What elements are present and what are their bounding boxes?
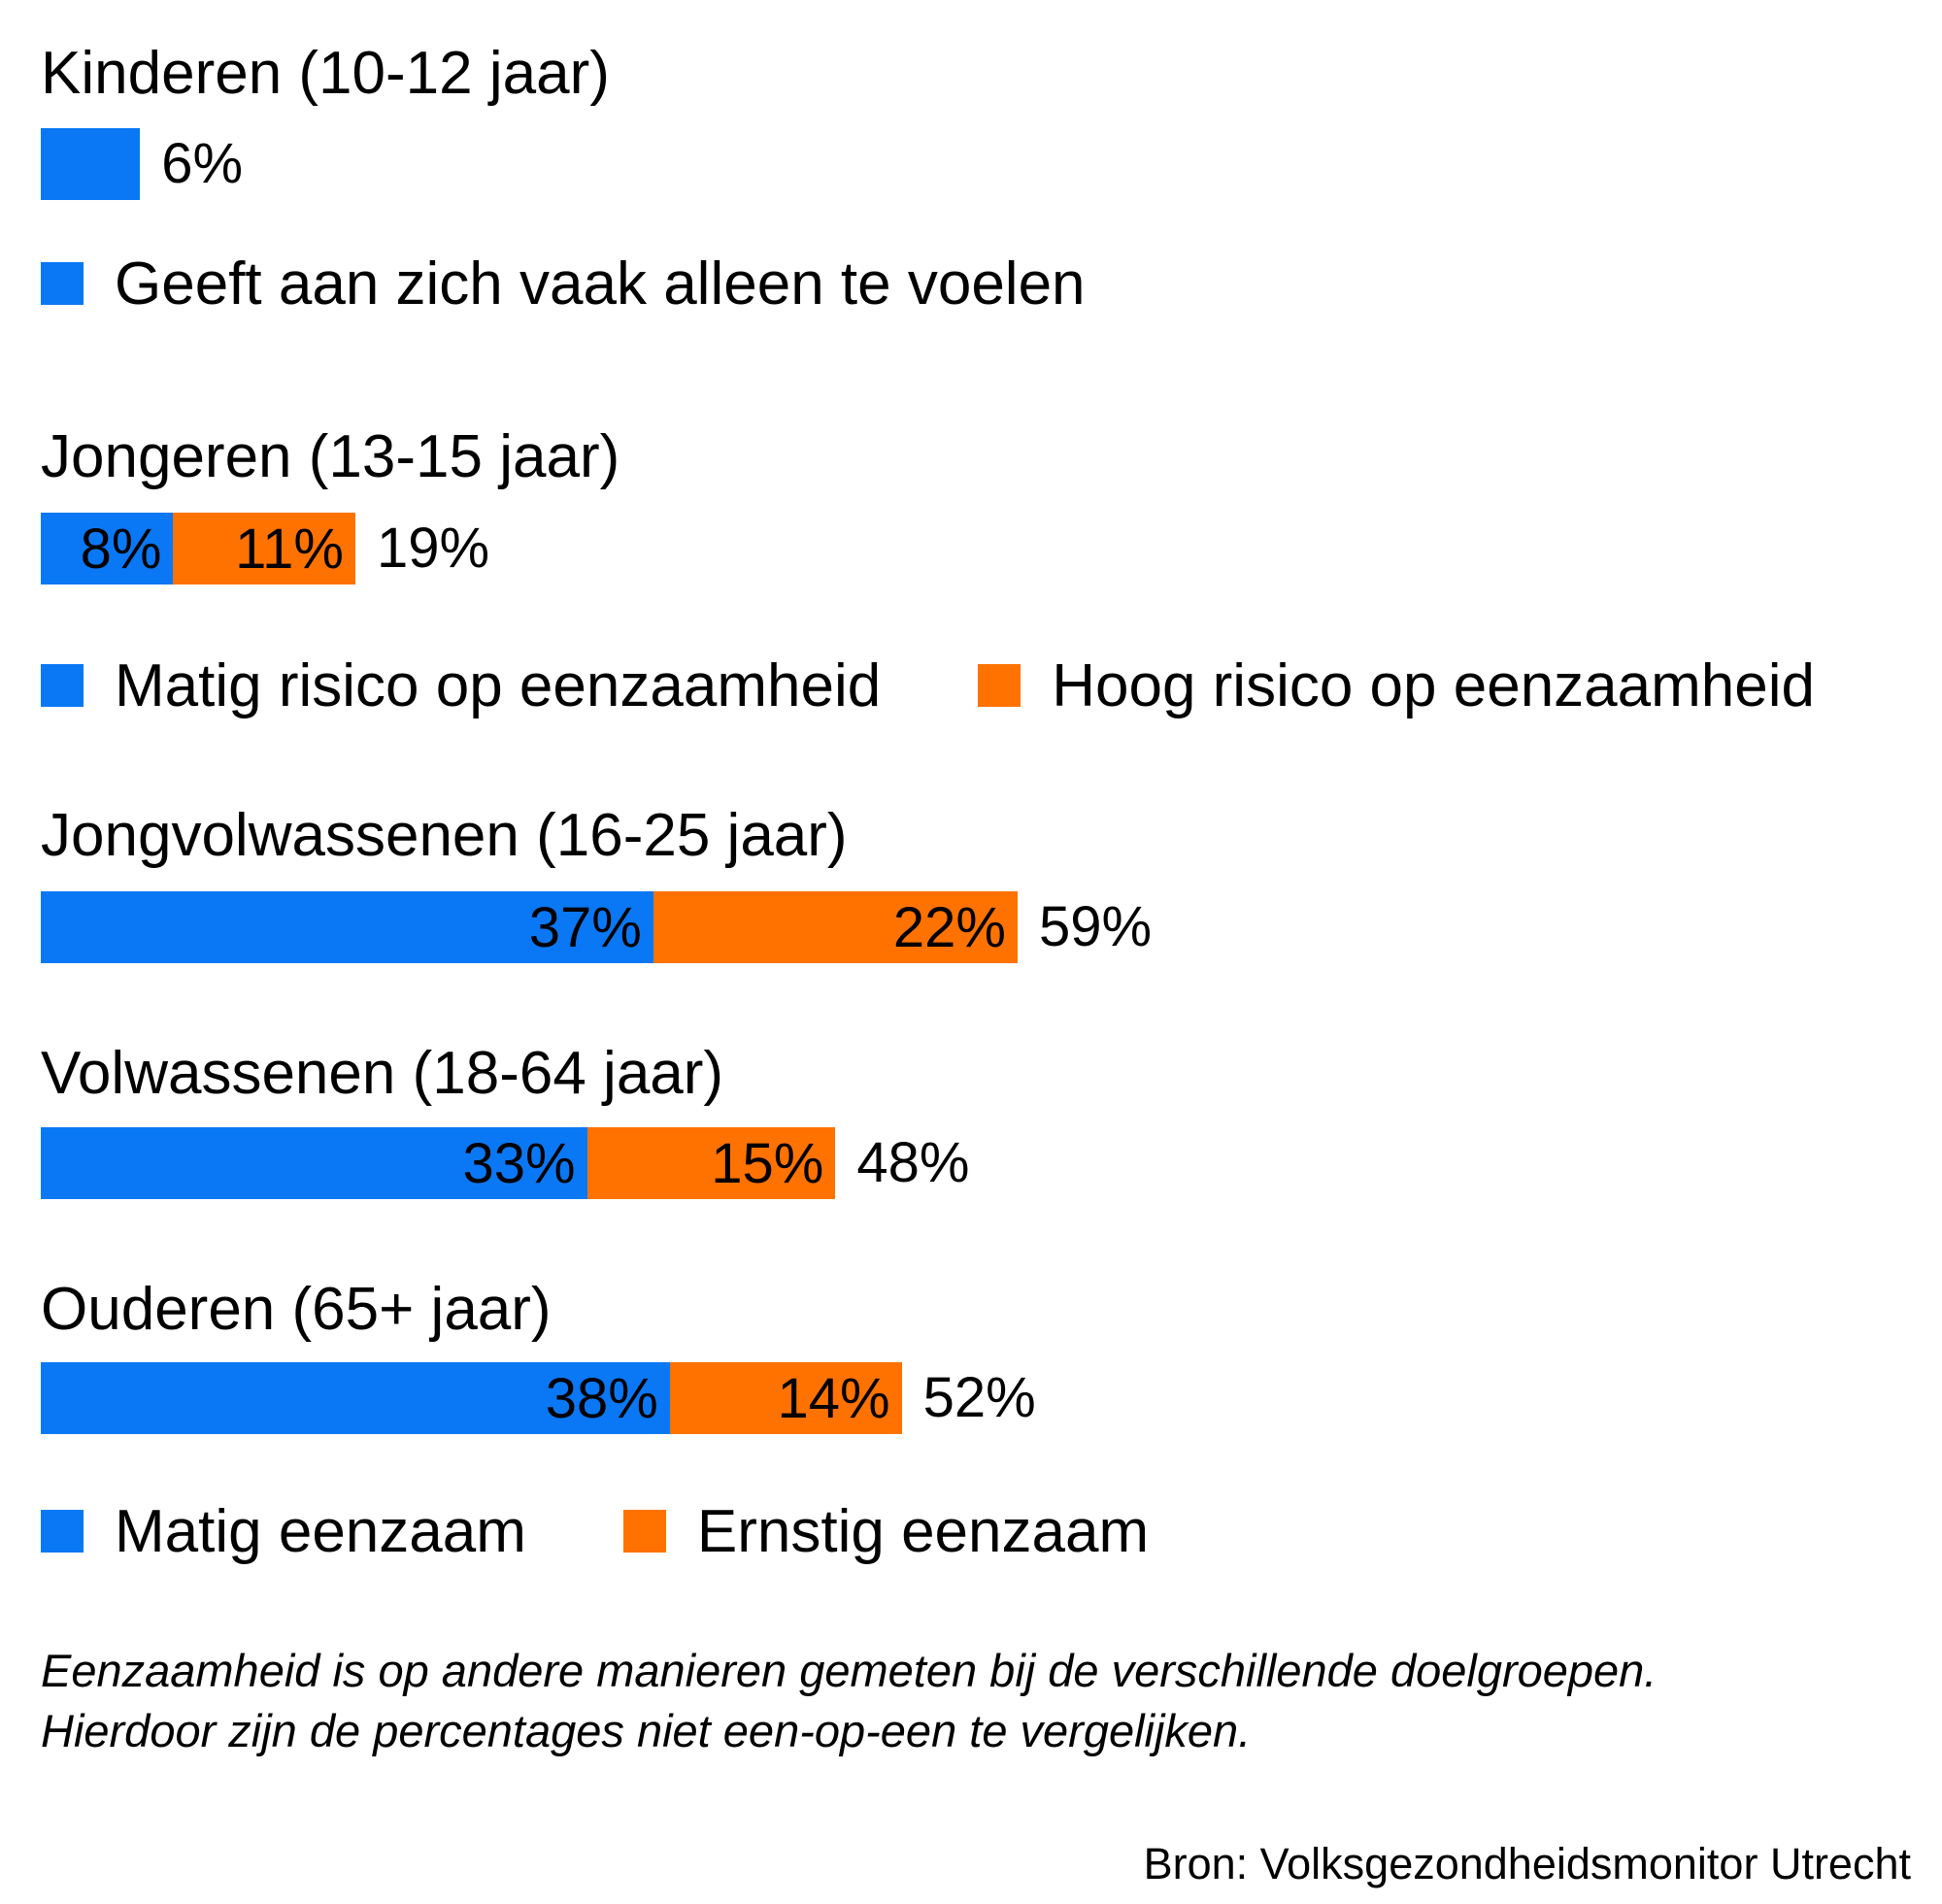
bar-value-label: 8% xyxy=(80,518,162,581)
bar-segment: 22% xyxy=(653,891,1018,963)
footnote: Eenzaamheid is op andere manieren gemete… xyxy=(41,1641,1657,1761)
bar-segment: 8% xyxy=(41,513,174,585)
bar-total-label: 59% xyxy=(1038,895,1153,958)
bar-segment: 14% xyxy=(669,1362,902,1434)
bar-value-label: 22% xyxy=(892,896,1006,959)
bar-total-label: 48% xyxy=(856,1131,970,1194)
bar-row: 38% 14% 52% xyxy=(41,1362,1036,1434)
bar-segment: 38% xyxy=(41,1362,670,1434)
bar-total-label: 6% xyxy=(161,132,244,195)
group-title: Kinderen (10-12 jaar) xyxy=(41,40,610,107)
bar-row: 8% 11% 19% xyxy=(41,513,489,585)
legend-label: Hoog risico op eenzaamheid xyxy=(1052,651,1816,719)
legend-item: Geeft aan zich vaak alleen te voelen xyxy=(41,250,1086,318)
bar-value-label: 15% xyxy=(711,1132,824,1195)
bar-segment: 11% xyxy=(173,513,355,585)
legend-item: Matig eenzaam xyxy=(41,1497,526,1566)
legend: Geeft aan zich vaak alleen te voelen xyxy=(41,251,1183,317)
group-title: Jongeren (13-15 jaar) xyxy=(41,423,620,490)
bar-value-label: 37% xyxy=(528,896,642,959)
legend-label: Matig eenzaam xyxy=(115,1497,526,1565)
source-label: Bron: Volksgezondheidsmonitor Utrecht xyxy=(1143,1839,1911,1888)
legend-label: Geeft aan zich vaak alleen te voelen xyxy=(115,250,1086,317)
bar-total-label: 19% xyxy=(376,517,490,580)
group-title: Jongvolwassenen (16-25 jaar) xyxy=(41,802,848,869)
group-title: Volwassenen (18-64 jaar) xyxy=(41,1040,724,1107)
legend-swatch xyxy=(41,1510,84,1553)
legend: Matig risico op eenzaamheid Hoog risico o… xyxy=(41,652,1912,719)
bar-value-label: 38% xyxy=(545,1367,658,1430)
bar-segment: 33% xyxy=(41,1127,587,1199)
legend-swatch xyxy=(41,262,84,305)
legend-swatch xyxy=(978,664,1021,707)
legend-swatch xyxy=(41,664,84,707)
bar-value-label: 33% xyxy=(462,1132,576,1195)
bar-segment: 15% xyxy=(586,1127,836,1199)
bar-segment: 37% xyxy=(41,891,653,963)
bar-value-label: 14% xyxy=(777,1367,890,1430)
bar-row: 33% 15% 48% xyxy=(41,1127,969,1199)
bar-row: 37% 22% 59% xyxy=(41,891,1152,963)
bar-value-label: 11% xyxy=(235,518,344,581)
legend-label: Matig risico op eenzaamheid xyxy=(115,651,882,719)
bar-total-label: 52% xyxy=(922,1366,1036,1429)
bar-segment xyxy=(41,128,141,200)
bar-row: 6% xyxy=(41,128,243,200)
legend-swatch xyxy=(622,1510,666,1553)
footnote-line: Eenzaamheid is op andere manieren gemete… xyxy=(41,1645,1657,1696)
legend: Matig eenzaam Ernstig eenzaam xyxy=(41,1498,1246,1565)
legend-item: Ernstig eenzaam xyxy=(622,1497,1150,1566)
legend-item: Hoog risico op eenzaamheid xyxy=(978,651,1815,720)
legend-label: Ernstig eenzaam xyxy=(696,1497,1150,1565)
legend-item: Matig risico op eenzaamheid xyxy=(41,651,881,720)
group-title: Ouderen (65+ jaar) xyxy=(41,1276,552,1343)
footnote-line: Hierdoor zijn de percentages niet een-op… xyxy=(41,1705,1252,1756)
